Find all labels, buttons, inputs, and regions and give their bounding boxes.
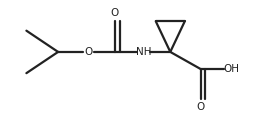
- Text: O: O: [84, 47, 93, 57]
- Text: NH: NH: [136, 47, 152, 57]
- Text: O: O: [196, 102, 205, 112]
- Text: O: O: [111, 8, 119, 18]
- Text: OH: OH: [223, 64, 239, 74]
